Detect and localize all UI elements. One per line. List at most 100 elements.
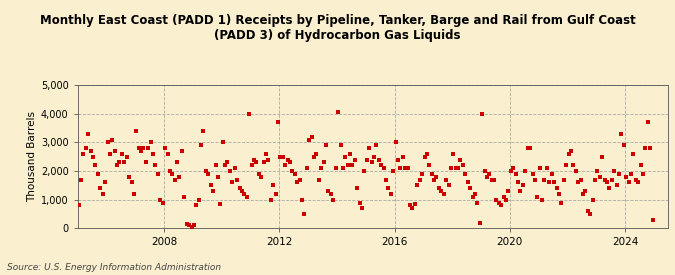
Point [486, 177, 497, 182]
Point [304, 138, 315, 142]
Point [169, 177, 180, 182]
Point [285, 160, 296, 165]
Point [470, 192, 481, 196]
Point [296, 197, 307, 202]
Point [344, 152, 355, 156]
Point [107, 138, 117, 142]
Point [643, 120, 653, 125]
Point [407, 206, 418, 210]
Point [246, 163, 257, 167]
Point [426, 172, 437, 176]
Point [302, 166, 313, 170]
Point [395, 166, 406, 170]
Point [335, 143, 346, 147]
Point [90, 163, 101, 167]
Point [535, 166, 545, 170]
Point [174, 175, 185, 179]
Point [416, 172, 427, 176]
Point [400, 166, 410, 170]
Point [136, 149, 146, 153]
Point [450, 166, 461, 170]
Point [475, 220, 485, 225]
Point [157, 200, 168, 205]
Point [493, 200, 504, 205]
Point [458, 163, 468, 167]
Point [606, 177, 617, 182]
Point [290, 172, 300, 176]
Point [114, 160, 125, 165]
Point [402, 166, 413, 170]
Point [239, 192, 250, 196]
Point [145, 140, 156, 145]
Point [441, 177, 452, 182]
Point [443, 183, 454, 188]
Point [177, 149, 188, 153]
Point [325, 192, 336, 196]
Point [340, 155, 350, 159]
Point [308, 155, 319, 159]
Point [537, 197, 547, 202]
Point [520, 169, 531, 173]
Point [256, 175, 267, 179]
Point [299, 212, 310, 216]
Point [234, 186, 245, 190]
Point [261, 152, 271, 156]
Point [316, 166, 327, 170]
Point [76, 177, 86, 182]
Point [182, 222, 192, 226]
Point [318, 160, 329, 165]
Point [354, 200, 365, 205]
Point [549, 180, 560, 185]
Point [390, 140, 401, 145]
Point [522, 146, 533, 150]
Point [128, 192, 139, 196]
Point [611, 183, 622, 188]
Point [587, 197, 598, 202]
Point [188, 223, 199, 228]
Point [539, 177, 550, 182]
Point [171, 160, 182, 165]
Point [294, 177, 305, 182]
Point [193, 197, 204, 202]
Point [623, 180, 634, 185]
Point [626, 172, 637, 176]
Point [472, 200, 483, 205]
Point [467, 195, 478, 199]
Point [513, 180, 524, 185]
Point [364, 146, 375, 150]
Point [203, 172, 214, 176]
Point [356, 206, 367, 210]
Point [83, 132, 94, 136]
Point [138, 146, 148, 150]
Point [200, 169, 211, 173]
Point [143, 146, 154, 150]
Point [589, 177, 600, 182]
Point [489, 177, 500, 182]
Point [618, 143, 629, 147]
Point [561, 163, 572, 167]
Point [383, 186, 394, 190]
Point [225, 169, 236, 173]
Point [385, 192, 396, 196]
Point [116, 152, 127, 156]
Point [393, 157, 404, 162]
Point [366, 160, 377, 165]
Point [424, 163, 435, 167]
Point [404, 203, 415, 208]
Point [558, 177, 569, 182]
Point [102, 140, 113, 145]
Point [431, 175, 442, 179]
Point [205, 183, 216, 188]
Point [455, 157, 466, 162]
Point [350, 157, 360, 162]
Point [85, 149, 96, 153]
Point [227, 180, 238, 185]
Point [155, 197, 165, 202]
Point [491, 197, 502, 202]
Point [515, 189, 526, 193]
Point [414, 177, 425, 182]
Point [640, 146, 651, 150]
Point [275, 155, 286, 159]
Point [433, 186, 444, 190]
Point [597, 155, 608, 159]
